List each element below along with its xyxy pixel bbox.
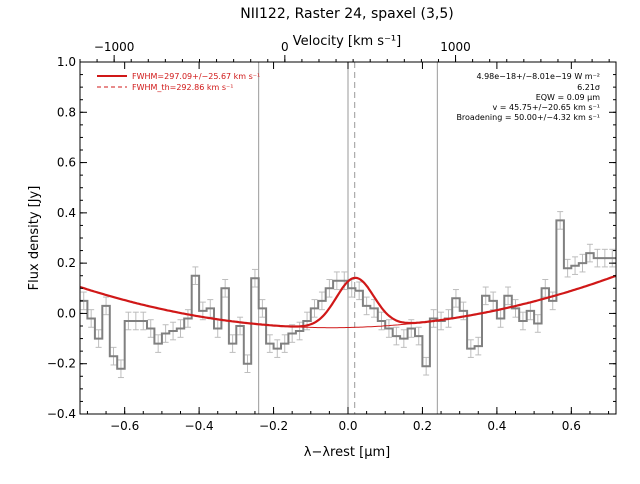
- y-tick-label: −0.2: [47, 357, 76, 371]
- top-tick-label: 1000: [440, 40, 471, 54]
- x-tick-label: 0.6: [562, 419, 581, 433]
- y-tick-label: −0.4: [47, 407, 76, 421]
- annotation-velocity: v = 45.75+/−20.65 km s⁻¹: [492, 103, 600, 112]
- x-tick-label: −0.4: [185, 419, 214, 433]
- annotation-sigma: 6.21σ: [577, 83, 600, 92]
- legend: FWHM=297.09+/−25.67 km s⁻¹ FWHM_th=292.8…: [97, 72, 260, 92]
- data-layer: [80, 211, 616, 379]
- annotation-broadening: Broadening = 50.00+/−4.32 km s⁻¹: [456, 113, 600, 122]
- y-tick-label: 0.6: [57, 156, 76, 170]
- y-tick-label: 0.8: [57, 105, 76, 119]
- annotation-eqw: EQW = 0.09 μm: [536, 93, 600, 102]
- guide-lines: [258, 62, 438, 414]
- x-axis-label: λ−λrest [μm]: [304, 445, 390, 460]
- y-axis-label: Flux density [Jy]: [27, 186, 42, 291]
- fit-layer: [79, 274, 617, 329]
- gaussian-fit-line: [79, 274, 617, 328]
- flux-histogram-series: [80, 219, 616, 370]
- x-tick-label: 0.4: [487, 419, 506, 433]
- top-tick-label: −1000: [94, 40, 135, 54]
- annotation-flux: 4.98e−18+/−8.01e−19 W m⁻²: [476, 72, 600, 81]
- x-tick-label: 0.2: [413, 419, 432, 433]
- y-tick-label: 0.4: [57, 206, 76, 220]
- plot-axes: −0.6 −0.4 −0.2 0.0 0.2 0.4 0.6 −0.4 −0.2 0.0 0.2 0.…: [47, 40, 617, 433]
- y-tick-label: 0.0: [57, 306, 76, 320]
- x-tick-label: −0.6: [110, 419, 139, 433]
- legend-entry-fwhm-th: FWHM_th=292.86 km s⁻¹: [132, 83, 233, 92]
- x-tick-label: 0.0: [338, 419, 357, 433]
- top-axis-label: Velocity [km s⁻¹]: [293, 34, 401, 49]
- y-tick-label: 1.0: [57, 55, 76, 69]
- legend-entry-fwhm: FWHM=297.09+/−25.67 km s⁻¹: [132, 72, 260, 81]
- chart-title: NII122, Raster 24, spaxel (3,5): [240, 6, 453, 22]
- fit-annotations: 4.98e−18+/−8.01e−19 W m⁻² 6.21σ EQW = 0.…: [456, 72, 600, 122]
- x-tick-label: −0.2: [259, 419, 288, 433]
- top-tick-label: 0: [281, 40, 289, 54]
- y-tick-label: 0.2: [57, 256, 76, 270]
